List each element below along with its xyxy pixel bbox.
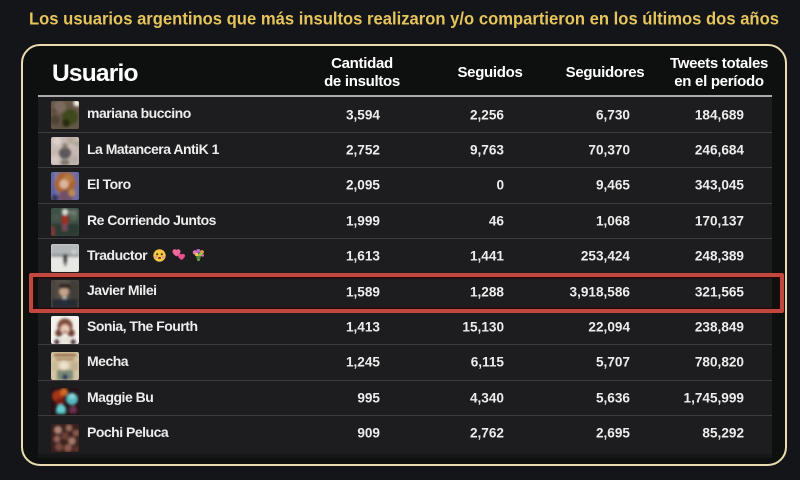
svg-text:Los usuarios argentinos que má: Los usuarios argentinos que más insultos… xyxy=(29,9,779,29)
